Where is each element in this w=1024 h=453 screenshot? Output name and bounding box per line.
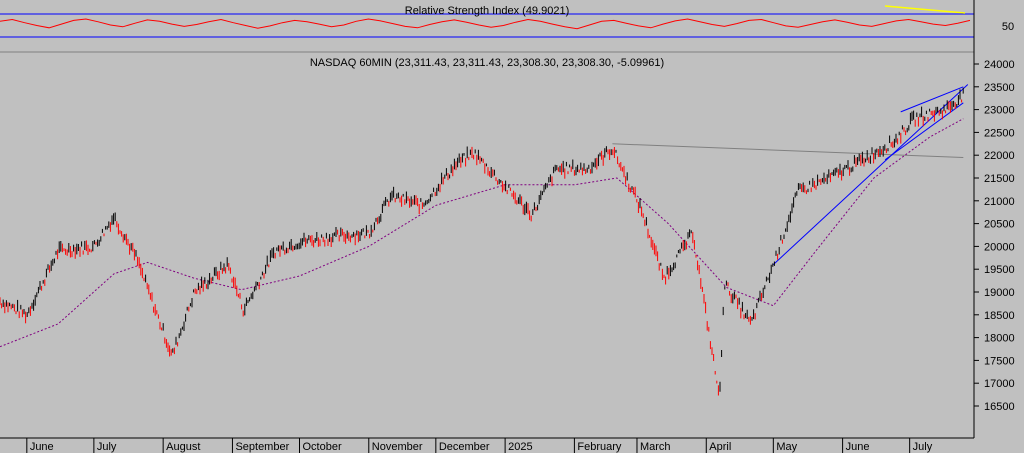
y-tick-label: 19500	[984, 264, 1015, 276]
y-tick-label: 17000	[984, 378, 1015, 390]
y-tick-label: 24000	[984, 59, 1015, 71]
x-tick-label: June	[30, 441, 54, 453]
y-tick-label: 21500	[984, 173, 1015, 185]
y-tick-label: 21000	[984, 196, 1015, 208]
price-bars	[0, 87, 964, 396]
y-axis-ticks: 24000 23500 23000 22500 22000 21500 21000 20500…	[974, 59, 1015, 413]
y-tick-label: 20500	[984, 219, 1015, 231]
rsi-panel: Relative Strength Index (49.9021) 50	[0, 5, 1014, 38]
price-title: NASDAQ 60MIN (23,311.43, 23,311.43, 23,3…	[310, 57, 664, 69]
y-tick-label: 17500	[984, 355, 1015, 367]
x-tick-label: July	[913, 441, 933, 453]
y-tick-label: 19000	[984, 287, 1015, 299]
x-tick-label: June	[846, 441, 870, 453]
rsi-trendline	[884, 5, 966, 14]
price-panel: NASDAQ 60MIN (23,311.43, 23,311.43, 23,3…	[0, 57, 969, 396]
plot-background	[0, 0, 974, 453]
rsi-line	[0, 18, 971, 30]
rsi-title: Relative Strength Index (49.9021)	[405, 5, 570, 17]
x-tick-label: May	[776, 441, 797, 453]
x-tick-label: October	[302, 441, 341, 453]
x-tick-label: August	[166, 441, 200, 453]
y-tick-label: 22000	[984, 150, 1015, 162]
y-tick-label: 16500	[984, 401, 1015, 413]
x-axis-ticks: June July August September October November De…	[26, 438, 933, 453]
y-tick-label: 18000	[984, 333, 1015, 345]
rsi-tick-label: 50	[1002, 21, 1014, 33]
x-tick-label: July	[97, 441, 117, 453]
x-tick-label: February	[577, 441, 622, 453]
x-tick-label: 2025	[508, 441, 532, 453]
y-tick-label: 23500	[984, 82, 1015, 94]
resistance-line	[612, 143, 964, 158]
x-tick-label: September	[235, 441, 289, 453]
x-tick-label: November	[372, 441, 423, 453]
y-tick-label: 18500	[984, 310, 1015, 322]
x-tick-label: April	[709, 441, 731, 453]
trendline	[772, 84, 969, 265]
x-tick-label: March	[640, 441, 671, 453]
y-tick-label: 23000	[984, 105, 1015, 117]
y-tick-label: 20000	[984, 241, 1015, 253]
trendline	[900, 86, 964, 113]
y-tick-label: 22500	[984, 127, 1015, 139]
trendlines	[612, 84, 969, 265]
x-tick-label: December	[439, 441, 490, 453]
